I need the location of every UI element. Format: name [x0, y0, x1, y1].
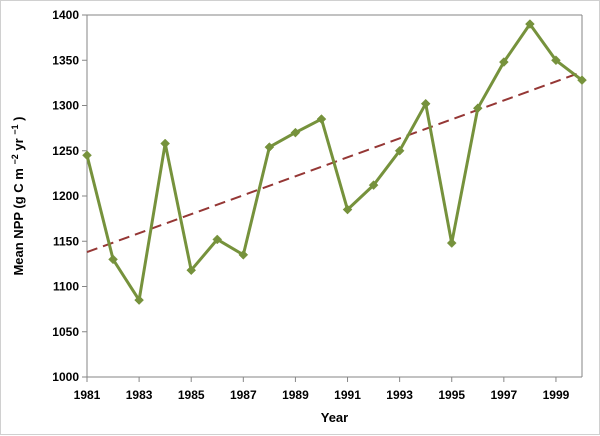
x-tick-label: 1991 — [334, 388, 361, 402]
data-point-marker — [238, 249, 249, 260]
y-tick-label: 1050 — [52, 325, 79, 339]
y-tick-label: 1100 — [53, 280, 79, 294]
data-point-marker — [290, 127, 301, 138]
y-axis-title: Mean NPP (g C m −2 yr −1 ) — [6, 116, 26, 275]
series-group — [82, 19, 587, 305]
x-tick-label: 1989 — [282, 388, 309, 402]
y-tick-label: 1000 — [52, 370, 79, 384]
data-point-marker — [186, 265, 197, 276]
data-point-marker — [472, 103, 483, 114]
data-point-marker — [264, 142, 275, 152]
y-tick-label: 1300 — [52, 99, 79, 113]
data-point-marker — [394, 145, 405, 156]
data-point-marker — [316, 114, 327, 124]
y-tick-label: 1400 — [52, 8, 79, 22]
data-point-marker — [82, 150, 92, 161]
data-point-marker — [212, 234, 223, 245]
data-point-marker — [108, 254, 118, 265]
data-point-marker — [551, 55, 561, 66]
data-point-marker — [134, 295, 144, 305]
x-ticks: 1981 1983 1985 1987 1989 1991 1993 1995 1997 1999 — [74, 377, 570, 402]
data-point-marker — [368, 180, 379, 190]
y-tick-label: 1150 — [53, 234, 79, 248]
x-tick-label: 1997 — [490, 388, 517, 402]
data-point-marker — [446, 238, 457, 248]
x-tick-label: 1999 — [543, 388, 570, 402]
y-axis-title-part3: ) — [11, 116, 26, 120]
y-tick-label: 1200 — [52, 189, 79, 203]
y-axis-title-sup1: −2 — [10, 154, 20, 164]
y-axis-title-part1: Mean NPP (g C m — [11, 168, 26, 275]
x-tick-label: 1987 — [230, 388, 257, 402]
data-point-marker — [577, 75, 587, 86]
x-tick-label: 1993 — [386, 388, 413, 402]
data-point-marker — [342, 204, 353, 215]
y-tick-label: 1250 — [52, 144, 79, 158]
x-axis-title: Year — [321, 410, 348, 425]
y-tick-label: 1350 — [52, 53, 79, 67]
x-tick-label: 1985 — [178, 388, 205, 402]
y-axis-title-part2: yr — [11, 138, 26, 150]
data-point-marker — [160, 138, 171, 149]
data-point-marker — [525, 19, 535, 29]
y-ticks: 1000 1050 1100 1150 1200 1250 1300 1350 1400 — [52, 8, 87, 384]
x-tick-label: 1995 — [438, 388, 465, 402]
data-point-marker — [420, 98, 431, 109]
y-axis-title-sup2: −1 — [10, 124, 20, 134]
data-point-marker — [498, 57, 509, 67]
axes — [86, 14, 583, 378]
series-line — [85, 22, 583, 302]
x-tick-label: 1983 — [126, 388, 153, 402]
x-tick-label: 1981 — [74, 388, 101, 402]
